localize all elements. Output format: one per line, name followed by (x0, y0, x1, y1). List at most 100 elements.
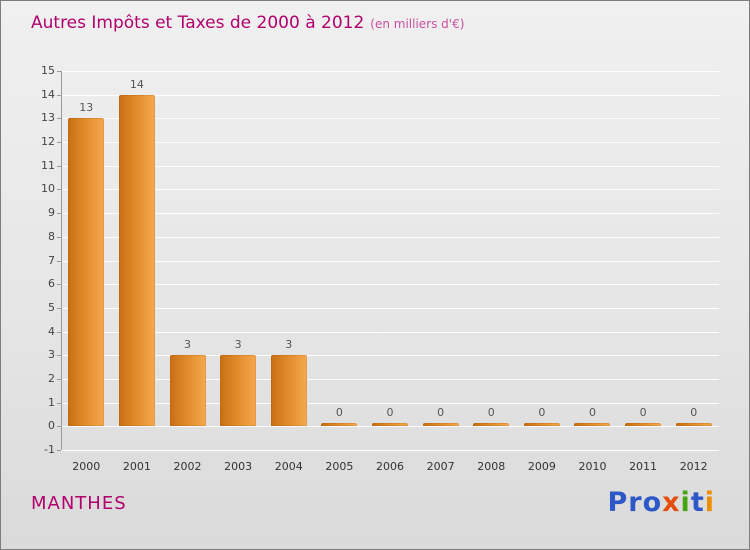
bar-value-label: 0 (487, 406, 495, 420)
gridline (61, 236, 719, 238)
y-axis-tick (57, 284, 61, 286)
gridline (61, 165, 719, 167)
y-axis-label: 15 (41, 64, 55, 77)
y-axis-tick (57, 260, 61, 262)
logo-letter: x (662, 487, 681, 518)
y-axis-label: 6 (48, 277, 55, 291)
y-axis-tick (57, 378, 61, 380)
gridline (61, 426, 719, 428)
x-axis-label: 2011 (629, 460, 658, 473)
y-axis-tick (57, 331, 61, 333)
bar-value-label: 0 (690, 406, 698, 420)
bar (523, 423, 560, 427)
gridline (61, 378, 719, 380)
bar (625, 423, 662, 427)
y-axis-label: 2 (48, 371, 55, 385)
bar (270, 355, 307, 427)
y-axis-label: -1 (44, 443, 55, 456)
bar (675, 423, 712, 427)
x-axis-label: 2002 (173, 460, 202, 473)
x-axis-label: 2008 (477, 460, 506, 473)
x-axis-label: 2005 (325, 460, 354, 473)
gridline (61, 142, 719, 144)
bar (321, 423, 358, 427)
gridline (61, 284, 719, 286)
proxiti-logo[interactable]: Proxiti (607, 487, 715, 518)
y-axis-tick (57, 165, 61, 167)
y-axis-label: 0 (48, 419, 55, 433)
bar-value-label: 0 (538, 406, 546, 420)
bar-value-label: 0 (639, 406, 647, 420)
y-axis-label: 13 (41, 111, 55, 125)
y-axis-tick (57, 189, 61, 191)
bar (220, 355, 257, 427)
y-axis-tick (57, 307, 61, 309)
x-axis-label: 2009 (527, 460, 556, 473)
gridline (61, 94, 719, 96)
y-axis-label: 14 (41, 87, 55, 101)
bar-value-label: 13 (79, 101, 94, 115)
bar-value-label: 3 (184, 338, 192, 352)
gridline (61, 331, 719, 333)
bar-value-label: 0 (437, 406, 445, 420)
x-axis-label: 2004 (274, 460, 303, 473)
bar-value-label: 0 (588, 406, 596, 420)
chart-header: Autres Impôts et Taxes de 2000 à 2012 (en… (31, 13, 464, 33)
gridline (61, 71, 719, 72)
bar (574, 423, 611, 427)
y-axis-tick (57, 213, 61, 215)
gridline (61, 355, 719, 357)
y-axis-tick (57, 118, 61, 120)
y-axis-tick (57, 450, 61, 451)
bar (372, 423, 408, 427)
bar-value-label: 14 (129, 77, 144, 91)
y-axis-label: 11 (41, 158, 55, 172)
entity-name: MANTHES (31, 493, 127, 514)
y-axis-label: 4 (48, 324, 55, 338)
bar (422, 423, 459, 427)
y-axis-tick (57, 426, 61, 428)
bar (169, 355, 206, 427)
bar (473, 423, 510, 427)
x-axis-label: 2012 (679, 460, 708, 473)
gridline (61, 213, 719, 215)
bar-value-label: 0 (386, 406, 394, 420)
y-axis-label: 5 (48, 300, 55, 314)
bar (68, 118, 105, 427)
gridline (61, 402, 719, 404)
y-axis-line (61, 71, 62, 450)
logo-letter: t (690, 487, 705, 518)
y-axis-tick (57, 236, 61, 238)
bar-value-label: 0 (335, 406, 343, 420)
y-axis-label: 3 (48, 348, 55, 362)
logo-letter: o (642, 487, 663, 518)
logo-letter: P (607, 487, 629, 518)
x-axis-label: 2000 (72, 460, 101, 473)
chart-title: Autres Impôts et Taxes de 2000 à 2012 (31, 13, 365, 33)
bar (118, 94, 155, 427)
gridline (61, 118, 719, 120)
gridline (61, 450, 719, 451)
x-axis-label: 2001 (122, 460, 151, 473)
y-axis-label: 12 (41, 135, 55, 149)
y-axis-tick (57, 402, 61, 404)
y-axis-label: 10 (41, 182, 55, 196)
gridline (61, 260, 719, 262)
gridline (61, 307, 719, 309)
x-axis-label: 2007 (426, 460, 455, 473)
x-axis-label: 2006 (376, 460, 404, 473)
y-axis-label: 1 (48, 395, 55, 409)
y-axis-label: 9 (48, 206, 55, 220)
y-axis-tick (57, 71, 61, 72)
x-axis-label: 2010 (578, 460, 607, 473)
x-axis-label: 2003 (224, 460, 253, 473)
y-axis-tick (57, 355, 61, 357)
y-axis-tick (57, 94, 61, 96)
bar-value-label: 3 (234, 338, 242, 352)
logo-letter: i (680, 487, 691, 518)
y-axis-label: 7 (48, 253, 55, 267)
y-axis-label: 8 (48, 229, 55, 243)
logo-letter: r (628, 487, 643, 518)
